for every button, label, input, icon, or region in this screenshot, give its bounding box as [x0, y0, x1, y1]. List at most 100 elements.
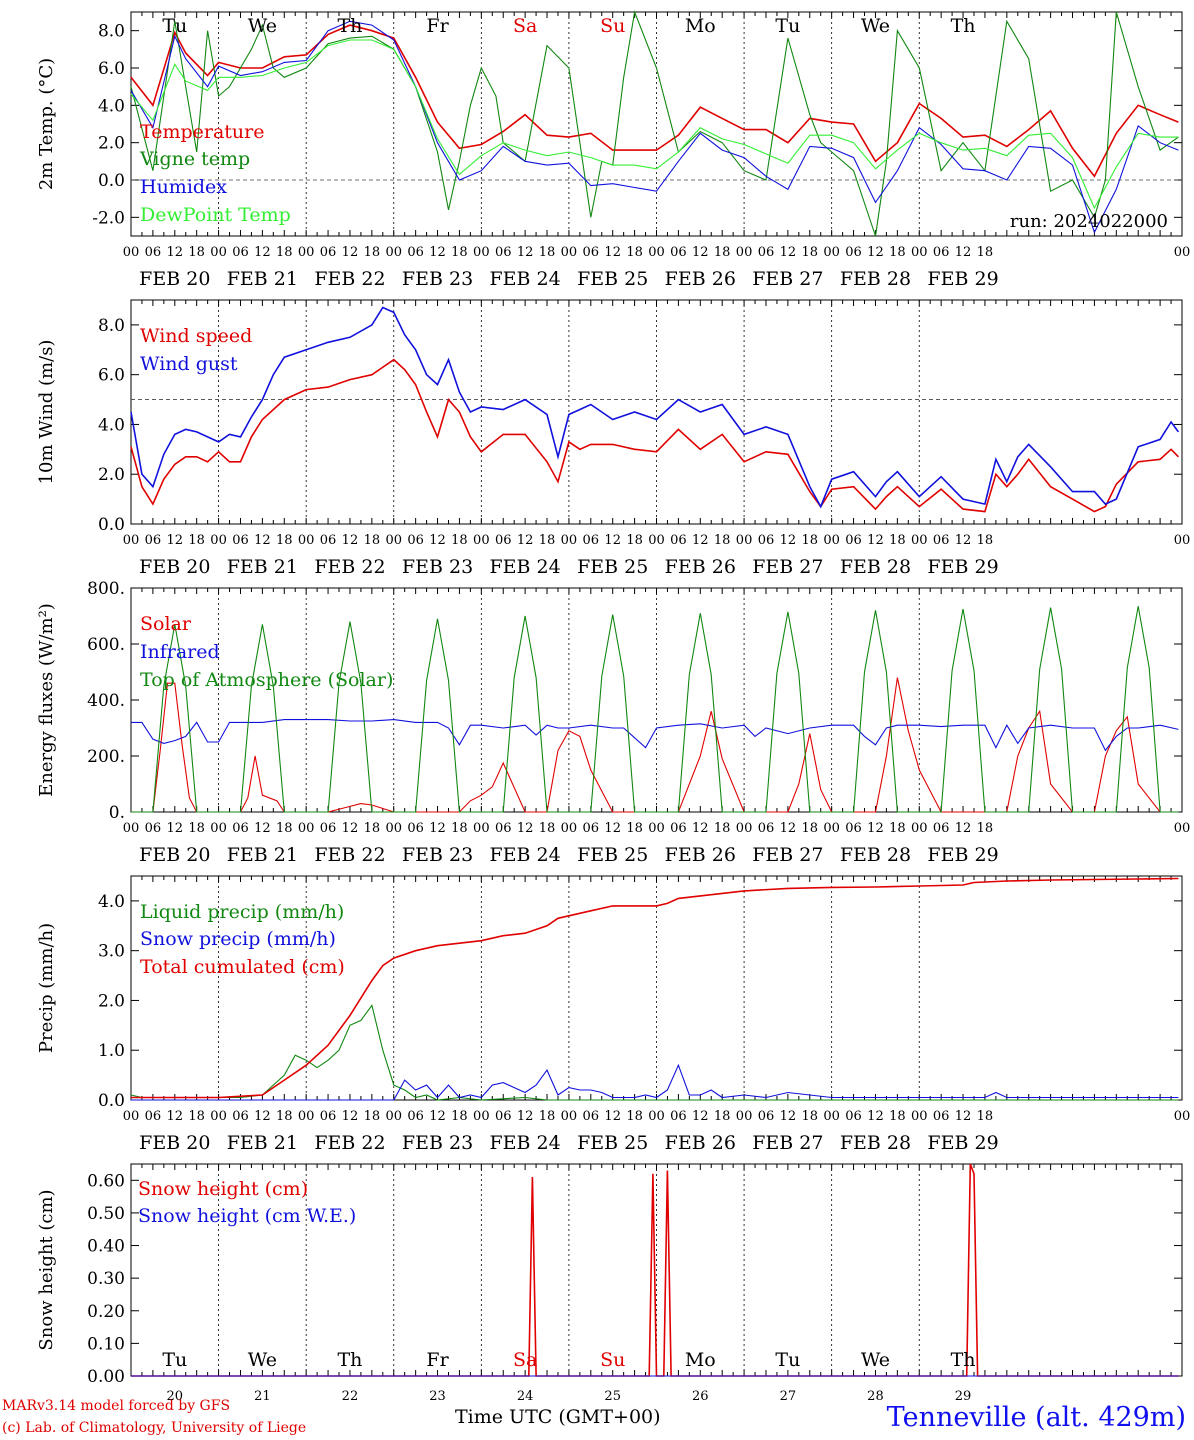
y-tick-label: 2.0	[98, 465, 125, 485]
weekday-label: Mo	[685, 15, 716, 37]
y-axis-label: 10m Wind (m/s)	[36, 340, 57, 485]
hour-tick-label: 18	[364, 533, 381, 548]
date-label: FEB 21	[227, 268, 298, 290]
date-label: FEB 22	[314, 844, 385, 866]
series-line-1	[130, 1004, 1179, 1101]
hour-tick-label: 18	[889, 821, 906, 836]
y-tick-label: 0.60	[87, 1171, 125, 1191]
hour-tick-label: 06	[145, 1109, 162, 1124]
date-label: FEB 27	[752, 268, 823, 290]
hour-tick-label: 18	[276, 533, 293, 548]
y-tick-label: 0.0	[98, 1091, 125, 1111]
date-label: FEB 20	[139, 844, 210, 866]
y-tick-label: 0.40	[87, 1237, 125, 1257]
hour-tick-label: 18	[364, 821, 381, 836]
y-tick-label: 1.0	[98, 1041, 125, 1061]
date-label: FEB 20	[139, 268, 210, 290]
hour-tick-label: 00	[473, 1109, 490, 1124]
hour-tick-label: 18	[626, 533, 643, 548]
y-tick-label: 400.	[87, 691, 125, 711]
hour-tick-label: 00	[648, 821, 665, 836]
weekday-label: We	[248, 1349, 277, 1371]
hour-tick-label: 00	[911, 245, 928, 260]
hour-tick-label: 18	[714, 1109, 731, 1124]
hour-tick-label: 12	[167, 245, 184, 260]
date-label: FEB 26	[665, 1132, 736, 1154]
hour-tick-label: 18	[188, 1109, 205, 1124]
x-axis-title: Time UTC (GMT+00)	[455, 1406, 661, 1428]
series-line-3	[131, 877, 1179, 1099]
series-line-4	[130, 39, 1179, 210]
hour-tick-label: 12	[254, 821, 271, 836]
legend-entry-1: Solar	[140, 613, 192, 635]
hour-tick-label: 12	[167, 821, 184, 836]
hour-tick-label: 06	[320, 821, 337, 836]
y-tick-label: 2.0	[98, 134, 125, 154]
legend-entry-2: Wind gust	[140, 353, 238, 375]
y-tick-label: 8.0	[98, 22, 125, 42]
hour-tick-label: 18	[188, 821, 205, 836]
hour-tick-label: 06	[583, 1109, 600, 1124]
y-tick-label: 6.0	[98, 59, 125, 79]
hour-tick-label: 00	[123, 245, 140, 260]
day-number-label: 22	[342, 1389, 359, 1404]
weekday-label: Th	[951, 15, 976, 37]
date-label: FEB 25	[577, 1132, 648, 1154]
chart-panel-4: 4.0 3.0 2.0 1.0 0.0 Precip (mm/h) Liquid preci…	[36, 875, 1190, 1154]
hour-tick-label: 18	[714, 245, 731, 260]
hour-tick-label: 06	[320, 245, 337, 260]
hour-tick-label: 00	[561, 821, 578, 836]
hour-tick-label: 06	[320, 533, 337, 548]
y-tick-label: 3.0	[98, 942, 125, 962]
hour-tick-label: 12	[517, 245, 534, 260]
date-label: FEB 25	[577, 556, 648, 578]
hour-tick-label: 18	[451, 821, 468, 836]
weekday-label: Th	[951, 1349, 976, 1371]
date-label: FEB 22	[314, 1132, 385, 1154]
hour-tick-label: 06	[145, 533, 162, 548]
legend-entry-3: Top of Atmosphere (Solar)	[140, 669, 393, 691]
hour-tick-label: 00	[736, 821, 753, 836]
day-number-label: 21	[254, 1389, 271, 1404]
series-line-3	[130, 20, 1179, 234]
hour-tick-label: 12	[692, 533, 709, 548]
hour-tick-label: 00	[298, 821, 315, 836]
hour-tick-label: 06	[495, 821, 512, 836]
y-axis-label: Snow height (cm)	[36, 1189, 57, 1350]
hour-tick-label: 18	[626, 245, 643, 260]
hour-tick-label: 12	[780, 245, 797, 260]
hour-tick-label: 12	[167, 533, 184, 548]
hour-tick-label: 00	[473, 821, 490, 836]
hour-tick-label: 06	[670, 821, 687, 836]
date-label: FEB 26	[665, 844, 736, 866]
hour-tick-label: 00	[1174, 245, 1191, 260]
hour-tick-label: 18	[889, 1109, 906, 1124]
y-tick-label: 0.00	[87, 1367, 125, 1387]
date-label: FEB 21	[227, 1132, 298, 1154]
hour-tick-label: 00	[1174, 821, 1191, 836]
run-annotation: run: 2024022000	[1010, 211, 1168, 232]
hour-tick-label: 12	[692, 821, 709, 836]
chart-panel-1: 8.0 6.0 4.0 2.0 0.0 -2.0 2m Temp. (°C) Temperat…	[36, 9, 1191, 290]
date-label: FEB 21	[227, 556, 298, 578]
series-line-3	[131, 606, 1179, 813]
legend-entry-2: Infrared	[140, 641, 220, 663]
weekday-label: Tu	[775, 15, 800, 37]
legend-entry-3: Humidex	[140, 176, 227, 198]
hour-tick-label: 00	[385, 245, 402, 260]
date-label: FEB 24	[490, 268, 561, 290]
hour-tick-label: 06	[583, 533, 600, 548]
day-number-label: 26	[692, 1389, 709, 1404]
y-tick-label: 4.0	[98, 892, 125, 912]
weekday-label: Su	[600, 15, 625, 37]
hour-tick-label: 12	[692, 1109, 709, 1124]
hour-tick-label: 12	[955, 533, 972, 548]
chart-panel-2: 8.0 6.0 4.0 2.0 0.0 10m Wind (m/s) Wind speed W…	[36, 299, 1190, 578]
series-line-2	[130, 306, 1180, 509]
hour-tick-label: 12	[955, 245, 972, 260]
hour-tick-label: 06	[495, 245, 512, 260]
hour-tick-label: 18	[626, 1109, 643, 1124]
hour-tick-label: 00	[648, 245, 665, 260]
weekday-label: Su	[600, 1349, 625, 1371]
day-number-label: 29	[955, 1389, 972, 1404]
